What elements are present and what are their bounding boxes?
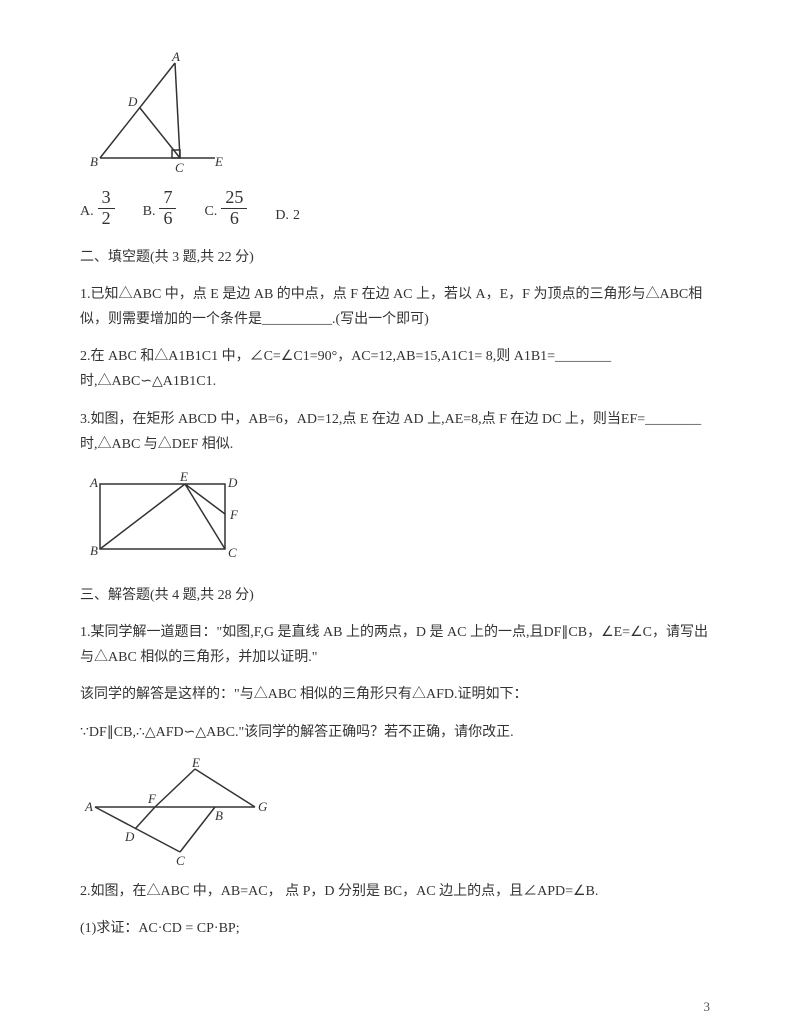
- answer-choices: A. 3 2 B. 7 6 C. 25 6 D. 2: [80, 188, 720, 229]
- label-E: E: [179, 469, 188, 484]
- section-2-title: 二、填空题(共 3 题,共 22 分): [80, 245, 720, 270]
- page-number: 3: [704, 995, 711, 1018]
- choice-A-label: A.: [80, 199, 94, 228]
- choice-A: A. 3 2: [80, 188, 115, 229]
- question-3-2-p2: (1)求证：AC·CD = CP·BP;: [80, 916, 720, 941]
- figure-parallel-lines: A B C D E F G: [80, 757, 720, 867]
- section-3-title: 三、解答题(共 4 题,共 28 分): [80, 583, 720, 608]
- label-E: E: [191, 757, 200, 770]
- question-3-2-p1: 2.如图，在△ABC 中，AB=AC， 点 P，D 分别是 BC，AC 边上的点…: [80, 879, 720, 904]
- label-B: B: [215, 808, 223, 823]
- label-A: A: [89, 475, 98, 490]
- label-C: C: [176, 853, 185, 867]
- label-D: D: [124, 829, 135, 844]
- label-C: C: [228, 545, 237, 560]
- question-3-1-p3: ∵DF∥CB,∴△AFD∽△ABC."该同学的解答正确吗？若不正确，请你改正.: [80, 720, 720, 745]
- figure-triangle-1: A B C D E: [80, 48, 720, 178]
- choice-D-value: 2: [293, 203, 300, 228]
- label-D: D: [227, 475, 238, 490]
- choice-C: C. 25 6: [204, 188, 247, 229]
- choice-B: B. 7 6: [143, 188, 177, 229]
- label-C: C: [175, 160, 184, 175]
- label-A: A: [84, 799, 93, 814]
- choice-C-label: C.: [204, 199, 217, 228]
- label-A: A: [171, 49, 180, 64]
- label-D: D: [127, 94, 138, 109]
- question-2-3: 3.如图，在矩形 ABCD 中，AB=6，AD=12,点 E 在边 AD 上,A…: [80, 407, 720, 457]
- label-F: F: [229, 507, 239, 522]
- label-G: G: [258, 799, 268, 814]
- label-B: B: [90, 154, 98, 169]
- label-F: F: [147, 791, 157, 806]
- choice-A-fraction: 3 2: [98, 188, 115, 229]
- question-3-1-p2: 该同学的解答是这样的："与△ABC 相似的三角形只有△AFD.证明如下：: [80, 682, 720, 707]
- label-B: B: [90, 543, 98, 558]
- figure-rectangle: A B C D E F: [80, 469, 720, 569]
- label-E: E: [214, 154, 223, 169]
- choice-C-fraction: 25 6: [221, 188, 247, 229]
- choice-D: D. 2: [275, 203, 300, 228]
- choice-D-label: D.: [275, 203, 289, 228]
- question-2-2: 2.在 ABC 和△A1B1C1 中，∠C=∠C1=90°，AC=12,AB=1…: [80, 344, 720, 394]
- question-3-1-p1: 1.某同学解一道题目："如图,F,G 是直线 AB 上的两点，D 是 AC 上的…: [80, 620, 720, 670]
- choice-B-label: B.: [143, 199, 156, 228]
- choice-B-fraction: 7 6: [159, 188, 176, 229]
- question-2-1: 1.已知△ABC 中，点 E 是边 AB 的中点，点 F 在边 AC 上，若以 …: [80, 282, 720, 332]
